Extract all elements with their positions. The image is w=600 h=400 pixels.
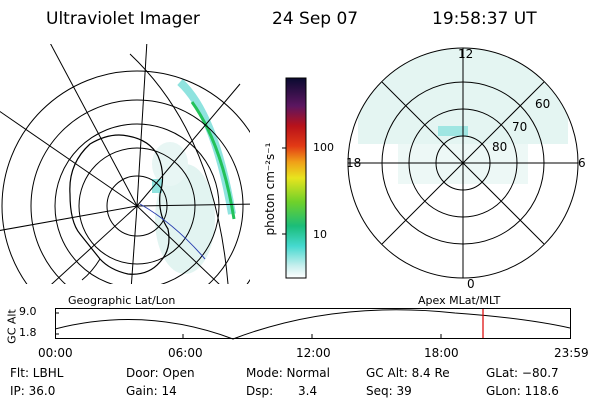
time-tick-2359: 23:59: [554, 346, 589, 360]
time-label: 19:58:37 UT: [432, 9, 537, 29]
mlt-label-12: 12: [458, 47, 474, 61]
filter-info: Flt: LBHL: [10, 366, 64, 380]
colorbar-tick-100: 100: [313, 141, 334, 154]
mlat-label-60: 60: [535, 97, 551, 111]
colorbar-tick-10: 10: [313, 228, 327, 241]
mlt-label-0: 0: [467, 277, 475, 291]
seq-info: Seq: 39: [366, 384, 412, 398]
time-tick-1200: 12:00: [296, 346, 331, 360]
apex-caption: Apex MLat/MLT: [418, 294, 501, 307]
glon-info: GLon: 118.6: [486, 384, 559, 398]
time-tick-0000: 00:00: [38, 346, 73, 360]
alt-tick-1-8: 1.8: [19, 326, 37, 339]
instrument-title: Ultraviolet Imager: [46, 9, 200, 29]
gain-info: Gain: 14: [126, 384, 177, 398]
gc-alt-axis-label: GC Alt: [5, 309, 19, 344]
mlt-label-6: 6: [578, 156, 586, 170]
dsp-label: Dsp:: [246, 384, 274, 398]
mlt-label-18: 18: [346, 156, 362, 170]
date-label: 24 Sep 07: [272, 9, 359, 29]
dsp-value: 3.4: [298, 384, 318, 398]
door-info: Door: Open: [126, 366, 195, 380]
time-tick-0600: 06:00: [168, 346, 203, 360]
time-tick-1800: 18:00: [424, 346, 459, 360]
colorbar-unit-label: photon cm⁻²s⁻¹: [263, 142, 277, 236]
mode-info: Mode: Normal: [246, 366, 330, 380]
mlat-label-80: 80: [492, 140, 508, 154]
alt-tick-9: 9.0: [19, 305, 37, 318]
altitude-plot: [55, 308, 571, 340]
mlat-label-70: 70: [512, 120, 528, 134]
magnetic-polar-plot: [347, 47, 579, 279]
intensity-colorbar: [282, 77, 307, 279]
glat-info: GLat: −80.7: [486, 366, 559, 380]
gc-alt-info: GC Alt: 8.4 Re: [366, 366, 450, 380]
ip-info: IP: 36.0: [10, 384, 56, 398]
geographic-caption: Geographic Lat/Lon: [68, 294, 176, 307]
geographic-map: [0, 44, 250, 284]
